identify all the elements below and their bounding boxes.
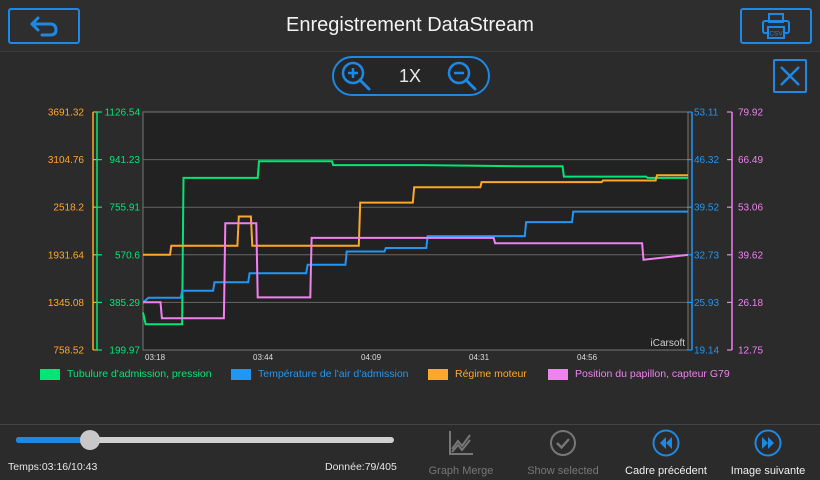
axis-tick-label: 12.75 xyxy=(738,346,763,357)
chart-legend: Tubulure d'admission, pression Températu… xyxy=(0,368,820,388)
graph-merge-button[interactable]: Graph Merge xyxy=(415,429,507,479)
close-button[interactable] xyxy=(773,59,807,93)
axis-tick-label: 53.06 xyxy=(738,203,763,214)
page-title: Enregistrement DataStream xyxy=(286,14,534,36)
back-arrow-icon xyxy=(30,16,58,37)
axis-tick-label: 1931.64 xyxy=(48,250,85,261)
watermark-label: iCarsoft xyxy=(651,338,686,349)
axis-tick-label: 3691.32 xyxy=(48,108,85,119)
axis-tick-label: 941.23 xyxy=(109,155,140,166)
zoom-level: 1X xyxy=(398,66,422,86)
show-selected-label: Show selected xyxy=(527,465,599,477)
legend-swatch xyxy=(428,368,448,380)
data-counter: Donnée:79/405 xyxy=(325,461,397,473)
axis-tick-label: 26.18 xyxy=(738,298,763,309)
axis-tick-label: 66.49 xyxy=(738,155,763,166)
axis-tick-label: 570.6 xyxy=(115,250,140,261)
axis-tick-label: 385.29 xyxy=(109,298,140,309)
next-image-label: Image suivante xyxy=(730,465,806,477)
series-line xyxy=(142,160,688,326)
previous-frame-label: Cadre précédent xyxy=(625,465,707,477)
slider-fill xyxy=(16,437,90,443)
legend-item: Régime moteur xyxy=(428,368,527,380)
playback-bar: Temps:03:16/10:43 Donnée:79/405 Graph Me… xyxy=(0,424,820,480)
axis-tick-label: 53.11 xyxy=(694,108,719,119)
legend-swatch xyxy=(40,368,60,380)
header-bar: Enregistrement DataStream CSV xyxy=(0,0,820,52)
csv-label: CSV xyxy=(769,31,783,38)
x-tick-label: 03:18 xyxy=(145,353,166,362)
zoom-in-icon[interactable] xyxy=(340,60,372,92)
time-label: Temps:03:16/10:43 xyxy=(8,461,98,473)
datastream-chart: 3691.32 3104.76 2518.2 1931.64 1345.08 758.52… xyxy=(48,108,764,363)
legend-item: Température de l'air d'admission xyxy=(231,368,409,380)
axis-tick-label: 25.93 xyxy=(694,298,719,309)
series-line xyxy=(143,222,689,320)
x-tick-label: 03:44 xyxy=(253,353,274,362)
axis-tick-label: 199.97 xyxy=(109,346,140,357)
x-tick-label: 04:56 xyxy=(577,353,598,362)
legend-item: Position du papillon, capteur G79 xyxy=(548,368,730,380)
printer-csv-icon: CSV xyxy=(762,13,790,39)
close-icon xyxy=(780,66,800,86)
export-csv-button[interactable]: CSV xyxy=(740,8,812,44)
show-selected-button[interactable]: Show selected xyxy=(517,429,609,479)
legend-item: Tubulure d'admission, pression xyxy=(40,368,212,380)
axis-tick-label: 46.32 xyxy=(694,155,719,166)
legend-label: Régime moteur xyxy=(455,368,527,380)
axis-tick-label: 39.52 xyxy=(694,203,719,214)
zoom-control: 1X xyxy=(332,56,490,96)
back-button[interactable] xyxy=(8,8,80,44)
axis-tick-label: 1126.54 xyxy=(105,108,141,119)
graph-merge-label: Graph Merge xyxy=(428,465,494,477)
plot-area xyxy=(142,111,689,351)
playback-slider[interactable] xyxy=(16,430,394,450)
x-tick-label: 04:31 xyxy=(469,353,490,362)
check-circle-icon xyxy=(550,430,576,456)
legend-label: Température de l'air d'admission xyxy=(258,368,409,380)
next-image-button[interactable]: Image suivante xyxy=(722,429,814,479)
axis-tick-label: 2518.2 xyxy=(53,203,84,214)
axis-tick-label: 3104.76 xyxy=(48,155,85,166)
axis-tick-label: 1345.08 xyxy=(48,298,85,309)
legend-swatch xyxy=(231,368,251,380)
axis-tick-label: 758.52 xyxy=(53,346,84,357)
legend-label: Position du papillon, capteur G79 xyxy=(575,368,730,380)
zoom-out-icon[interactable] xyxy=(446,60,478,92)
fast-forward-icon xyxy=(754,429,782,457)
previous-frame-button[interactable]: Cadre précédent xyxy=(620,429,712,479)
slider-thumb[interactable] xyxy=(79,430,100,450)
axis-tick-label: 19.14 xyxy=(694,346,719,357)
legend-swatch xyxy=(548,368,568,380)
axis-tick-label: 79.92 xyxy=(738,108,763,119)
axis-tick-label: 755.91 xyxy=(109,203,140,214)
x-tick-label: 04:09 xyxy=(361,353,382,362)
graph-merge-icon xyxy=(449,431,473,455)
legend-label: Tubulure d'admission, pression xyxy=(67,368,212,380)
axis-tick-label: 39.62 xyxy=(738,250,763,261)
series-line xyxy=(142,210,688,304)
series-line xyxy=(143,174,688,256)
axis-tick-label: 32.73 xyxy=(694,250,719,261)
rewind-icon xyxy=(652,429,680,457)
